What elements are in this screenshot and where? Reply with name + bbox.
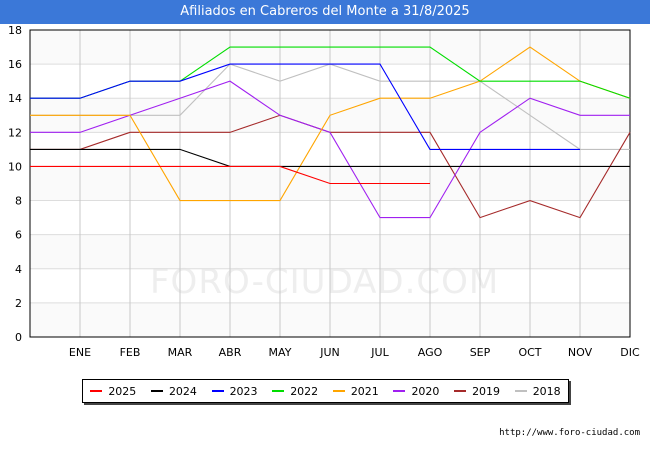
legend-label: 2019 — [472, 384, 501, 398]
legend-swatch — [90, 390, 103, 392]
x-tick-label: FEB — [120, 346, 141, 359]
x-tick-label: JUL — [370, 346, 389, 359]
y-tick-label: 6 — [15, 229, 22, 242]
legend-swatch — [272, 390, 285, 392]
legend: 2025 2024 2023 2022 2021 2020 2019 2018 — [82, 379, 569, 403]
series-line-2024 — [30, 148, 630, 167]
series-line-2021 — [30, 46, 631, 202]
x-tick-label: AGO — [418, 346, 443, 359]
y-tick-label: 0 — [15, 331, 22, 344]
legend-item-2021: 2021 — [332, 384, 379, 398]
legend-label: 2021 — [350, 384, 379, 398]
x-tick-label: MAR — [168, 346, 193, 359]
x-tick-label: OCT — [518, 346, 541, 359]
legend-item-2018: 2018 — [514, 384, 561, 398]
legend-swatch — [514, 390, 527, 392]
series-line-2023 — [30, 63, 580, 150]
legend-swatch — [211, 390, 224, 392]
legend-label: 2023 — [229, 384, 258, 398]
x-tick-label: ABR — [219, 346, 242, 359]
y-tick-label: 14 — [8, 92, 22, 105]
x-tick-label: JUN — [319, 346, 340, 359]
legend-item-2024: 2024 — [150, 384, 197, 398]
x-tick-label: ENE — [69, 346, 91, 359]
y-tick-label: 18 — [8, 24, 22, 37]
x-tick-label: NOV — [568, 346, 593, 359]
y-tick-label: 2 — [15, 297, 22, 310]
legend-label: 2024 — [168, 384, 197, 398]
legend-swatch — [454, 390, 467, 392]
x-tick-label: MAY — [269, 346, 292, 359]
y-tick-label: 10 — [8, 160, 22, 173]
y-tick-label: 4 — [15, 263, 22, 276]
legend-swatch — [150, 390, 163, 392]
source-link[interactable]: http://www.foro-ciudad.com — [499, 428, 640, 438]
legend-swatch — [332, 390, 345, 392]
series-line-2025 — [30, 165, 430, 185]
legend-item-2023: 2023 — [211, 384, 258, 398]
legend-label: 2025 — [108, 384, 137, 398]
y-tick-label: 16 — [8, 58, 22, 71]
legend-item-2022: 2022 — [272, 385, 318, 398]
legend-swatch — [393, 390, 406, 392]
legend-item-2019: 2019 — [454, 385, 500, 398]
y-tick-label: 8 — [15, 195, 22, 208]
plot-frame — [29, 29, 631, 338]
legend-label: 2020 — [411, 384, 440, 398]
legend-label: 2022 — [290, 384, 319, 398]
legend-item-2020: 2020 — [393, 385, 439, 398]
legend-label: 2018 — [532, 384, 561, 398]
x-tick-label: SEP — [470, 346, 491, 359]
chart-title: Afiliados en Cabreros del Monte a 31/8/2… — [0, 0, 650, 24]
y-tick-label: 12 — [8, 126, 22, 139]
x-tick-label: DIC — [620, 346, 640, 359]
legend-item-2025: 2025 — [90, 385, 136, 398]
